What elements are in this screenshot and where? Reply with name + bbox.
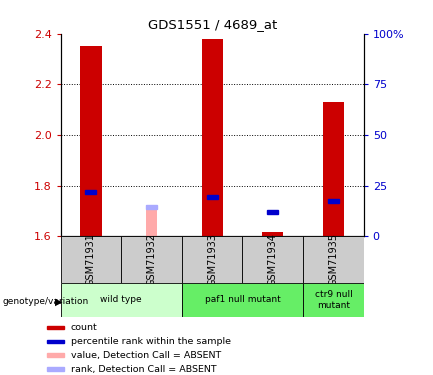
Bar [207,195,218,199]
Text: value, Detection Call = ABSENT: value, Detection Call = ABSENT [71,351,221,360]
Bar [85,190,97,194]
Text: GSM71933: GSM71933 [207,233,217,286]
Bar [323,102,344,236]
Bar [267,210,278,214]
Bar [61,283,182,317]
Bar [328,198,339,203]
Bar [47,339,64,343]
Text: genotype/variation: genotype/variation [2,297,88,306]
Bar [146,205,157,209]
Text: percentile rank within the sample: percentile rank within the sample [71,337,231,346]
Text: GSM71931: GSM71931 [86,233,96,286]
Bar [146,205,157,236]
Bar [201,39,223,236]
Text: GSM71934: GSM71934 [268,233,278,286]
Text: paf1 null mutant: paf1 null mutant [205,296,280,304]
Bar [242,236,303,283]
Bar [47,326,64,329]
Text: count: count [71,323,97,332]
Bar [81,46,101,236]
Bar [303,236,364,283]
Text: ctr9 null
mutant: ctr9 null mutant [314,290,352,310]
Bar [303,283,364,317]
Bar [182,283,303,317]
Bar [47,354,64,357]
Bar [47,368,64,371]
Text: GSM71935: GSM71935 [328,233,339,286]
Bar [182,236,242,283]
Text: GSM71932: GSM71932 [146,233,157,286]
Text: ▶: ▶ [55,297,62,307]
Bar [262,232,283,236]
Bar [61,236,121,283]
Title: GDS1551 / 4689_at: GDS1551 / 4689_at [148,18,277,31]
Text: wild type: wild type [100,296,142,304]
Bar [121,236,182,283]
Text: rank, Detection Call = ABSENT: rank, Detection Call = ABSENT [71,364,216,374]
